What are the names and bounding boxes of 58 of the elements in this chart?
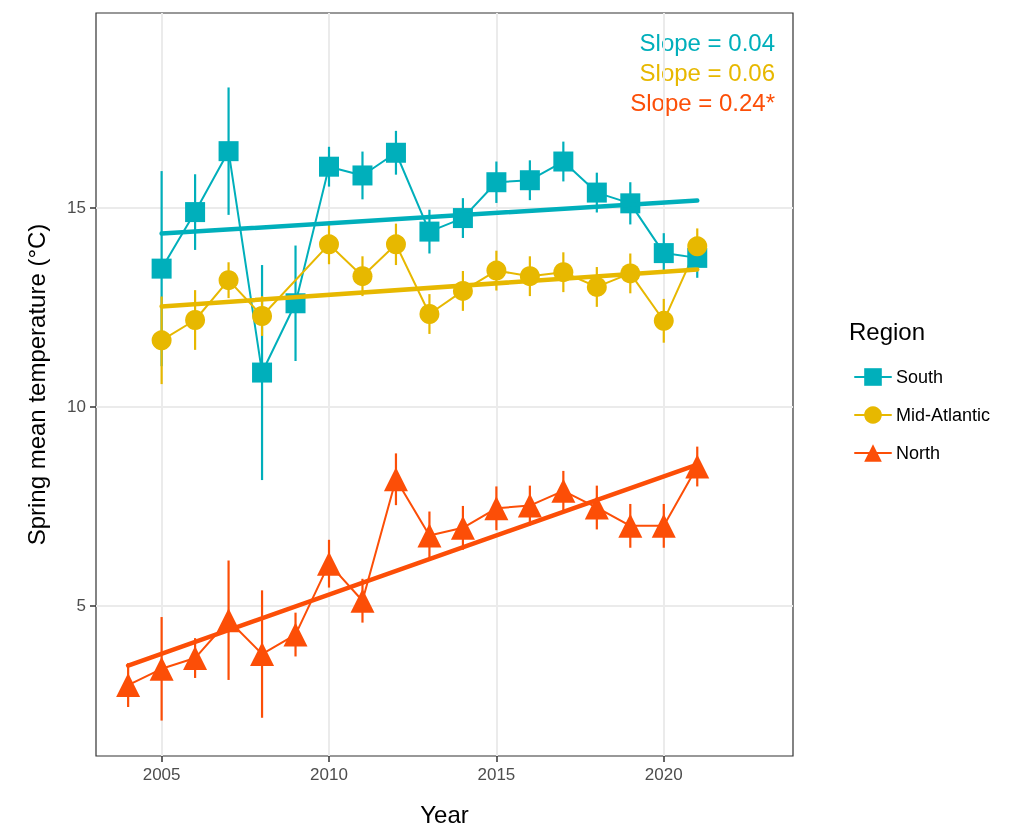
point	[185, 310, 206, 330]
point	[517, 493, 542, 518]
point	[484, 496, 509, 521]
x-tick-label: 2020	[644, 765, 683, 784]
point	[618, 513, 643, 538]
point	[385, 142, 406, 163]
annotation: Slope = 0.06	[639, 58, 775, 86]
point	[419, 304, 440, 325]
point	[553, 151, 574, 172]
point	[519, 170, 540, 191]
point	[450, 515, 475, 540]
point	[385, 234, 406, 255]
point	[551, 478, 576, 503]
point	[419, 221, 440, 242]
point	[283, 622, 308, 647]
point	[687, 236, 708, 257]
point	[651, 513, 676, 538]
y-tick-label: 10	[67, 396, 86, 416]
point	[185, 202, 206, 223]
point	[183, 646, 208, 671]
point	[116, 673, 141, 698]
legend-title: Region	[849, 317, 926, 345]
point	[417, 523, 442, 548]
y-axis-title: Spring mean temperature (°C)	[22, 223, 50, 546]
point	[252, 306, 273, 327]
point	[653, 310, 674, 331]
point	[350, 588, 375, 613]
point	[352, 165, 373, 186]
point	[317, 551, 341, 576]
annotation: Slope = 0.04	[639, 28, 775, 56]
point	[151, 330, 172, 351]
point	[486, 172, 507, 193]
y-tick-label: 15	[67, 197, 86, 217]
point	[252, 362, 273, 383]
point	[584, 495, 609, 520]
point	[586, 182, 607, 203]
point	[319, 234, 339, 255]
legend-label: South	[896, 367, 944, 387]
point	[218, 141, 239, 162]
point	[151, 258, 172, 279]
point	[149, 656, 174, 681]
point	[383, 467, 408, 492]
y-tick-label: 5	[76, 595, 86, 615]
point	[319, 156, 339, 177]
point	[250, 642, 275, 667]
point	[685, 454, 710, 479]
legend-label: Mid-Atlantic	[896, 405, 991, 425]
x-axis-title: Year	[420, 800, 469, 828]
point	[586, 276, 607, 297]
point	[218, 270, 239, 291]
point	[352, 266, 373, 287]
x-tick-label: 2015	[477, 765, 516, 784]
point	[653, 243, 674, 264]
legend-label: North	[896, 443, 941, 463]
point	[486, 260, 507, 281]
x-tick-label: 2005	[142, 765, 181, 784]
x-tick-label: 2010	[310, 765, 348, 784]
annotation: Slope = 0.24*	[630, 88, 775, 116]
